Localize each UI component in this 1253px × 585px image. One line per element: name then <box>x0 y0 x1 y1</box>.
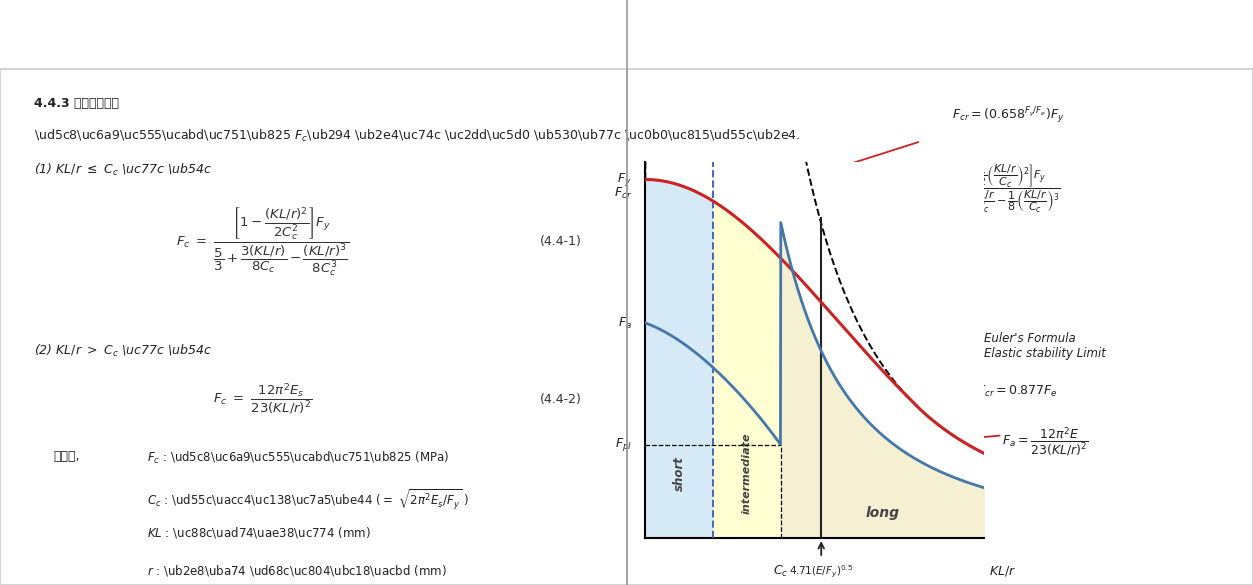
Text: $F_{pl}$: $F_{pl}$ <box>615 436 632 453</box>
Text: $F_c\ =\ \dfrac{12\pi^2 E_s}{23(KL/r)^2}$: $F_c\ =\ \dfrac{12\pi^2 E_s}{23(KL/r)^2}… <box>213 382 313 417</box>
Text: $F_{cr} = 0.877F_e$: $F_{cr} = 0.877F_e$ <box>977 384 1058 399</box>
Text: $F_{cr}$: $F_{cr}$ <box>614 186 632 201</box>
Text: (2) $KL/r\ >\ C_c$ \uc77c \ub54c: (2) $KL/r\ >\ C_c$ \uc77c \ub54c <box>35 342 213 359</box>
Text: KDS 14 30 10 : 2019: KDS 14 30 10 : 2019 <box>194 25 432 44</box>
Text: $C_c$: $C_c$ <box>773 564 788 579</box>
Text: (1) $KL/r\ \leq\ C_c$ \uc77c \ub54c: (1) $KL/r\ \leq\ C_c$ \uc77c \ub54c <box>35 162 213 178</box>
Text: $F_y$: $F_y$ <box>618 171 632 188</box>
Text: $F_a = \dfrac{\left[1-\dfrac{1}{2}\left(\dfrac{KL/r}{C_c}\right)^2\right]F_y}{\d: $F_a = \dfrac{\left[1-\dfrac{1}{2}\left(… <box>915 162 1060 215</box>
Text: $F_a$: $F_a$ <box>618 315 632 331</box>
Text: $r$ : \ub2e8\uba74 \ud68c\uc804\ubc18\uacbd (mm): $r$ : \ub2e8\uba74 \ud68c\uc804\ubc18\ua… <box>148 563 447 578</box>
Text: \ud5c8\uc6a9\uc555\ucabd\uc751\ub825 $F_c$\ub294 \ub2e4\uc74c \uc2dd\uc5d0 \ub53: \ud5c8\uc6a9\uc555\ucabd\uc751\ub825 $F_… <box>35 128 801 144</box>
Text: $KL$ : \uc88c\uad74\uae38\uc774 (mm): $KL$ : \uc88c\uad74\uae38\uc774 (mm) <box>148 525 371 540</box>
Text: $F_a = \dfrac{12\pi^2 E}{23(KL/r)^2}$: $F_a = \dfrac{12\pi^2 E}{23(KL/r)^2}$ <box>1002 425 1089 457</box>
Text: 여기서,: 여기서, <box>53 450 80 463</box>
Text: AICS ASD: AICS ASD <box>885 25 995 44</box>
Text: $KL/r$: $KL/r$ <box>989 564 1016 578</box>
Text: long: long <box>865 506 900 520</box>
Text: (4.4-2): (4.4-2) <box>540 393 581 406</box>
Text: Euler's Formula
Elastic stability Limit: Euler's Formula Elastic stability Limit <box>984 332 1105 360</box>
Text: $F_c\ =\ \dfrac{\left[1-\dfrac{(KL/r)^2}{2C_c^2}\right]F_y}{\dfrac{5}{3}+\dfrac{: $F_c\ =\ \dfrac{\left[1-\dfrac{(KL/r)^2}… <box>177 205 350 278</box>
Text: $F_{cr} = (0.658^{F_y/F_e})F_y$: $F_{cr} = (0.658^{F_y/F_e})F_y$ <box>952 105 1065 126</box>
Text: 4.4.3 허용압쪽응력: 4.4.3 허용압쪽응력 <box>35 98 119 111</box>
Text: intermediate: intermediate <box>742 433 752 514</box>
Text: $F_c$ : \ud5c8\uc6a9\uc555\ucabd\uc751\ub825 (MPa): $F_c$ : \ud5c8\uc6a9\uc555\ucabd\uc751\u… <box>148 450 450 466</box>
Text: (4.4-1): (4.4-1) <box>540 235 581 249</box>
Text: $C_c$ : \ud55c\uacc4\uc138\uc7a5\ube44 ($=\ \sqrt{2\pi^2 E_s/F_y}$ ): $C_c$ : \ud55c\uacc4\uc138\uc7a5\ube44 (… <box>148 487 470 512</box>
Text: short: short <box>673 456 685 491</box>
Text: $4.71(E/F_y)^{0.5}$: $4.71(E/F_y)^{0.5}$ <box>789 564 853 580</box>
